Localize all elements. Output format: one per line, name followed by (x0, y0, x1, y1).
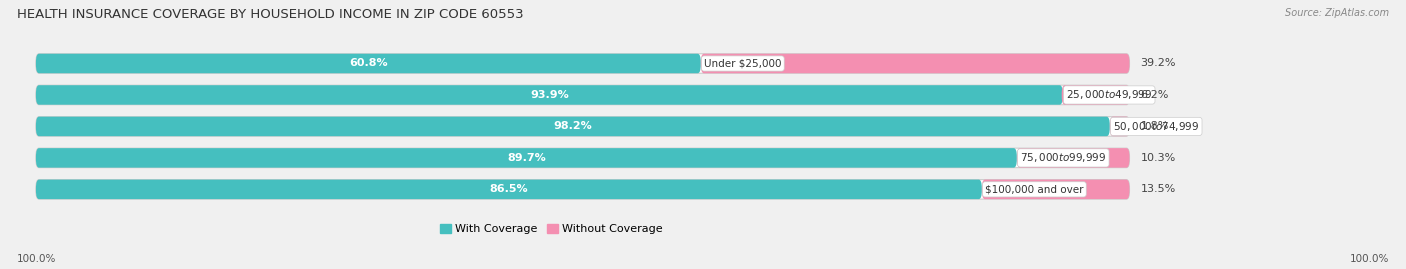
Text: HEALTH INSURANCE COVERAGE BY HOUSEHOLD INCOME IN ZIP CODE 60553: HEALTH INSURANCE COVERAGE BY HOUSEHOLD I… (17, 8, 523, 21)
Text: $75,000 to $99,999: $75,000 to $99,999 (1021, 151, 1107, 164)
FancyBboxPatch shape (37, 148, 1017, 168)
FancyBboxPatch shape (1017, 148, 1129, 168)
Text: 1.8%: 1.8% (1140, 121, 1168, 132)
Text: Source: ZipAtlas.com: Source: ZipAtlas.com (1285, 8, 1389, 18)
Text: $25,000 to $49,999: $25,000 to $49,999 (1066, 89, 1153, 101)
FancyBboxPatch shape (37, 148, 1129, 168)
FancyBboxPatch shape (1109, 117, 1129, 136)
Text: 60.8%: 60.8% (349, 58, 388, 69)
FancyBboxPatch shape (37, 117, 1129, 136)
Text: 100.0%: 100.0% (1350, 254, 1389, 264)
Text: 13.5%: 13.5% (1140, 184, 1175, 194)
Text: 10.3%: 10.3% (1140, 153, 1175, 163)
FancyBboxPatch shape (37, 117, 1109, 136)
FancyBboxPatch shape (37, 180, 981, 199)
FancyBboxPatch shape (981, 180, 1129, 199)
Text: 93.9%: 93.9% (530, 90, 569, 100)
Text: 89.7%: 89.7% (508, 153, 546, 163)
Text: $50,000 to $74,999: $50,000 to $74,999 (1114, 120, 1199, 133)
Text: $100,000 and over: $100,000 and over (986, 184, 1084, 194)
FancyBboxPatch shape (37, 85, 1129, 105)
Text: 100.0%: 100.0% (17, 254, 56, 264)
FancyBboxPatch shape (37, 85, 1063, 105)
FancyBboxPatch shape (37, 54, 1129, 73)
Text: 6.2%: 6.2% (1140, 90, 1168, 100)
Legend: With Coverage, Without Coverage: With Coverage, Without Coverage (440, 224, 664, 234)
Text: 86.5%: 86.5% (489, 184, 529, 194)
Text: 98.2%: 98.2% (554, 121, 592, 132)
FancyBboxPatch shape (700, 54, 1129, 73)
Text: 39.2%: 39.2% (1140, 58, 1175, 69)
FancyBboxPatch shape (37, 54, 700, 73)
FancyBboxPatch shape (1062, 85, 1129, 105)
FancyBboxPatch shape (37, 180, 1129, 199)
Text: Under $25,000: Under $25,000 (704, 58, 782, 69)
